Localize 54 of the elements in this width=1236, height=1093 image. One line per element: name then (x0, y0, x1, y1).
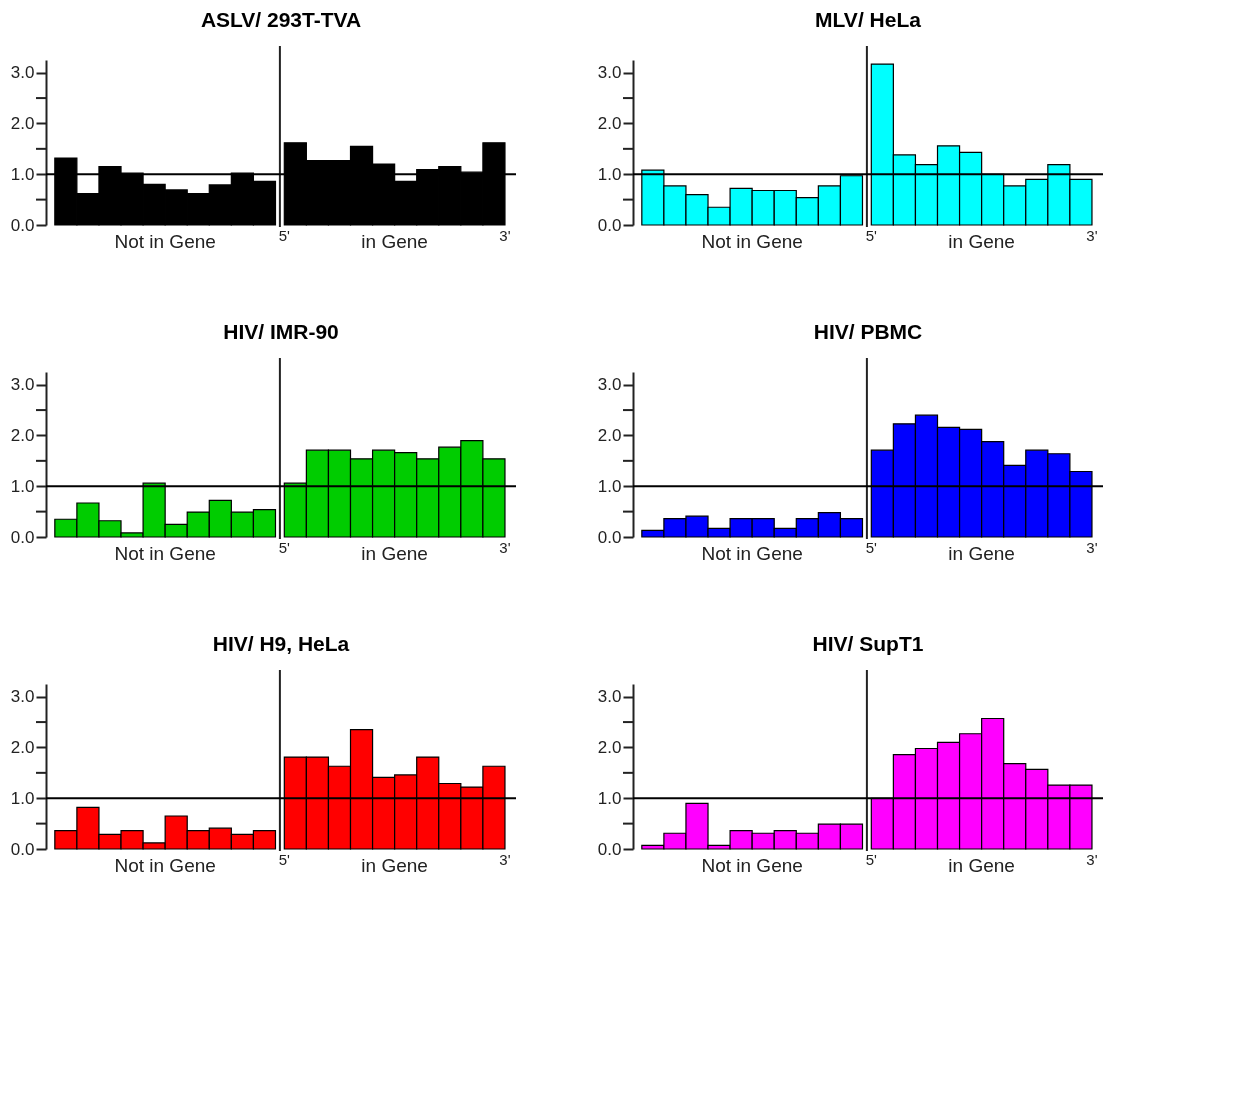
chart-title: HIV/ SupT1 (812, 632, 924, 655)
y-tick-label: 0.0 (597, 839, 622, 859)
text: 3' (1086, 227, 1098, 244)
text: 5' (865, 227, 878, 244)
text: Not in Gene (114, 543, 216, 564)
y-tick-label: 3.0 (10, 375, 35, 395)
text: in Gene (361, 543, 428, 564)
y-tick-label: 3.0 (10, 687, 35, 707)
chart-title: ASLV/ 293T-TVA (200, 8, 362, 31)
text: 3' (499, 851, 511, 868)
text: 3' (499, 539, 511, 556)
y-tick-label: 1.0 (597, 788, 622, 808)
text: in Gene (948, 855, 1015, 876)
text: 5' (278, 539, 291, 556)
y-tick-label: 0.0 (10, 839, 35, 859)
y-tick-label: 2.0 (597, 425, 622, 445)
text: Not in Gene (701, 543, 803, 564)
text: 5' (865, 539, 878, 556)
y-tick-label: 3.0 (597, 63, 622, 83)
y-tick-label: 0.0 (10, 215, 35, 235)
y-tick-label: 2.0 (597, 737, 622, 757)
y-tick-label: 2.0 (10, 425, 35, 445)
text: 3' (1086, 851, 1098, 868)
text: Not in Gene (701, 231, 803, 252)
y-tick-label: 1.0 (597, 164, 622, 184)
text: 5' (865, 851, 878, 868)
y-tick-label: 3.0 (10, 63, 35, 83)
text: Not in Gene (114, 855, 216, 876)
text: Not in Gene (701, 855, 803, 876)
text: in Gene (361, 231, 428, 252)
y-tick-label: 0.0 (10, 527, 35, 547)
text: 3' (499, 227, 511, 244)
text: in Gene (948, 543, 1015, 564)
y-tick-label: 2.0 (597, 113, 622, 133)
text: 5' (278, 227, 291, 244)
text: 5' (278, 851, 291, 868)
y-tick-label: 2.0 (10, 737, 35, 757)
y-tick-label: 0.0 (597, 215, 622, 235)
chart-title: HIV/ H9, HeLa (212, 632, 350, 655)
text: in Gene (361, 855, 428, 876)
y-tick-label: 3.0 (597, 375, 622, 395)
y-tick-label: 1.0 (10, 788, 35, 808)
text: Not in Gene (114, 231, 216, 252)
y-tick-label: 1.0 (10, 476, 35, 496)
chart-title: HIV/ PBMC (813, 320, 923, 343)
y-tick-label: 0.0 (597, 527, 622, 547)
chart-title: MLV/ HeLa (815, 8, 922, 31)
y-tick-label: 2.0 (10, 113, 35, 133)
text: in Gene (948, 231, 1015, 252)
y-tick-label: 1.0 (10, 164, 35, 184)
chart-title: HIV/ IMR-90 (223, 320, 339, 343)
y-tick-label: 1.0 (597, 476, 622, 496)
text: 3' (1086, 539, 1098, 556)
y-tick-label: 3.0 (597, 687, 622, 707)
